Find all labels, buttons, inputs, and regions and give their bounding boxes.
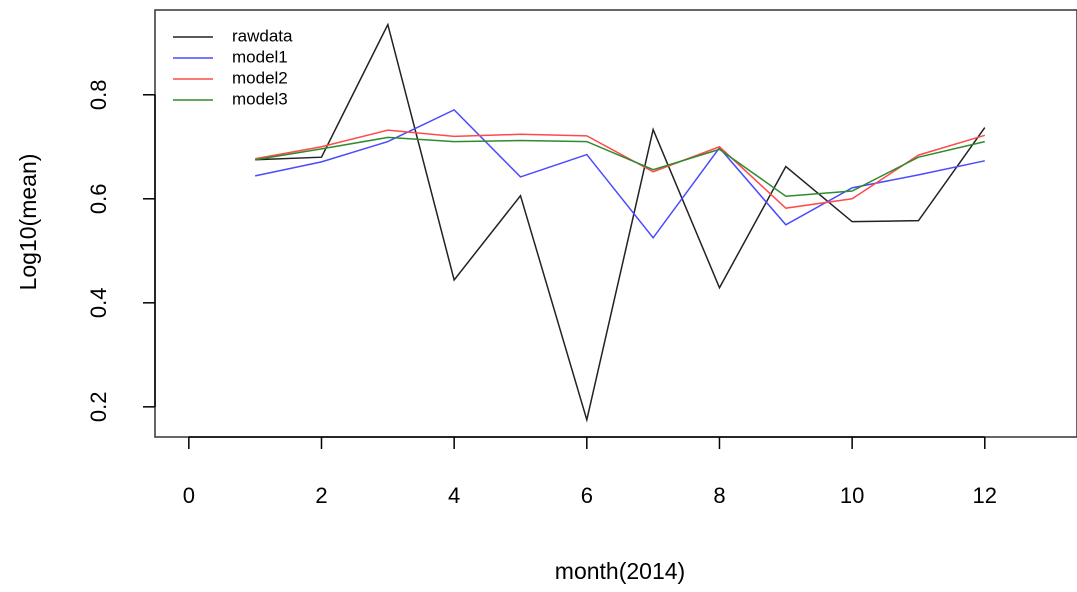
legend-label: model3 bbox=[232, 89, 288, 108]
y-tick-label: 0.6 bbox=[86, 183, 111, 214]
legend-label: model2 bbox=[232, 68, 288, 87]
x-tick-label: 4 bbox=[448, 483, 460, 508]
x-tick-label: 2 bbox=[315, 483, 327, 508]
x-axis-label: month(2014) bbox=[555, 558, 685, 584]
y-tick-label: 0.2 bbox=[86, 392, 111, 423]
y-tick-label: 0.8 bbox=[86, 79, 111, 110]
legend-label: model1 bbox=[232, 47, 288, 66]
series-line bbox=[255, 136, 985, 197]
x-tick-label: 6 bbox=[581, 483, 593, 508]
series-line bbox=[255, 108, 985, 240]
x-tick-label: 0 bbox=[183, 483, 195, 508]
y-axis-label: Log10(mean) bbox=[15, 154, 41, 291]
series-line bbox=[255, 129, 986, 209]
legend-label: rawdata bbox=[232, 26, 293, 45]
y-tick-label: 0.4 bbox=[86, 288, 111, 319]
plot-frame bbox=[154, 9, 1077, 438]
series-line bbox=[255, 22, 986, 423]
x-tick-label: 12 bbox=[973, 483, 997, 508]
x-tick-label: 10 bbox=[840, 483, 864, 508]
x-tick-label: 8 bbox=[713, 483, 725, 508]
